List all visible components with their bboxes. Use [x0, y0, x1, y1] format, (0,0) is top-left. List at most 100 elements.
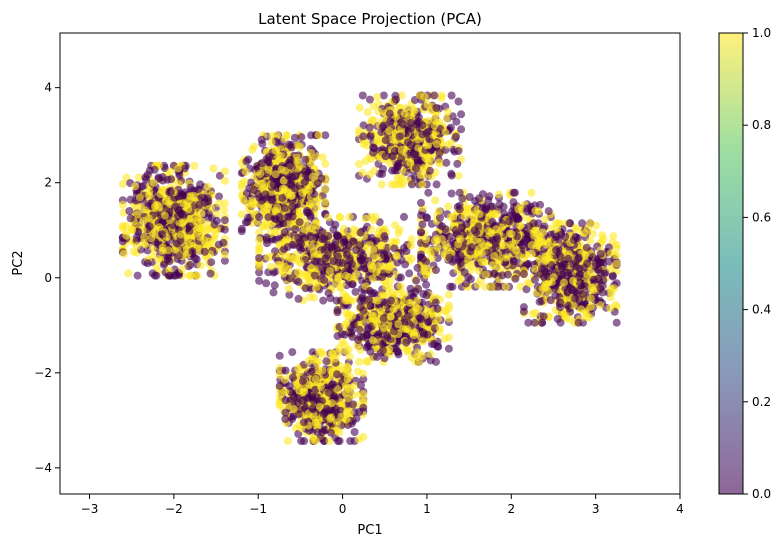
scatter-point — [276, 151, 285, 160]
scatter-point — [475, 210, 484, 219]
scatter-point — [255, 212, 264, 221]
scatter-point — [556, 318, 565, 327]
scatter-point — [280, 204, 289, 213]
scatter-point — [342, 408, 351, 417]
scatter-point — [529, 219, 538, 228]
scatter-point — [596, 301, 605, 310]
scatter-point — [281, 408, 290, 417]
scatter-point — [598, 288, 607, 297]
scatter-point — [301, 155, 310, 164]
scatter-point — [430, 339, 439, 348]
scatter-point — [264, 156, 273, 165]
scatter-point — [485, 192, 494, 201]
scatter-point — [455, 205, 464, 214]
scatter-point — [325, 437, 334, 445]
scatter-point — [220, 250, 229, 259]
scatter-point — [588, 253, 597, 262]
scatter-point — [456, 259, 465, 268]
scatter-point — [355, 103, 364, 112]
scatter-point — [332, 296, 341, 305]
scatter-point — [470, 226, 479, 235]
scatter-point — [519, 270, 528, 278]
scatter-point — [290, 133, 299, 142]
scatter-point — [467, 243, 476, 252]
scatter-point — [363, 108, 372, 116]
scatter-point — [255, 268, 264, 277]
scatter-point — [186, 192, 195, 201]
scatter-point — [276, 391, 284, 399]
scatter-point — [386, 117, 395, 126]
scatter-point — [440, 334, 449, 343]
scatter-point — [466, 261, 475, 270]
scatter-point — [398, 174, 407, 183]
scatter-point — [256, 169, 265, 178]
scatter-point — [357, 381, 365, 390]
scatter-point — [351, 287, 360, 296]
scatter-point — [536, 200, 545, 209]
scatter-point — [571, 232, 580, 241]
scatter-point — [495, 256, 503, 265]
scatter-point — [554, 235, 563, 244]
scatter-point — [244, 155, 253, 164]
scatter-point — [246, 178, 255, 187]
scatter-point — [356, 332, 364, 341]
scatter-point — [264, 165, 273, 174]
scatter-point — [155, 223, 164, 232]
scatter-point — [340, 321, 349, 329]
scatter-point — [190, 161, 199, 170]
scatter-point — [391, 344, 400, 353]
scatter-point — [206, 269, 215, 278]
scatter-point — [561, 232, 570, 241]
scatter-point — [418, 180, 427, 189]
scatter-point — [220, 256, 229, 265]
scatter-point — [435, 148, 444, 157]
scatter-point — [481, 270, 490, 279]
scatter-point — [433, 243, 442, 252]
scatter-point — [448, 282, 457, 291]
scatter-point — [379, 121, 388, 130]
scatter-point — [167, 175, 176, 184]
scatter-point — [280, 185, 289, 194]
scatter-point — [406, 141, 415, 149]
scatter-point — [531, 206, 540, 215]
scatter-point — [444, 290, 453, 299]
scatter-point — [281, 134, 289, 143]
scatter-point — [473, 280, 482, 289]
scatter-point — [237, 227, 246, 236]
scatter-point — [516, 282, 525, 291]
scatter-point — [372, 319, 381, 328]
scatter-point — [345, 352, 354, 361]
scatter-point — [309, 404, 317, 412]
scatter-point — [207, 258, 216, 267]
scatter-point — [412, 164, 420, 173]
scatter-point — [186, 214, 195, 223]
scatter-point — [447, 91, 456, 100]
scatter-point — [359, 132, 368, 141]
scatter-point — [564, 254, 573, 263]
scatter-point — [291, 225, 300, 234]
scatter-point — [416, 171, 425, 180]
scatter-point — [341, 389, 350, 398]
scatter-point — [362, 330, 371, 339]
scatter-point — [220, 216, 229, 225]
scatter-point — [312, 203, 321, 211]
scatter-point — [444, 202, 453, 211]
scatter-point — [514, 205, 523, 214]
scatter-point — [294, 410, 303, 419]
scatter-point — [458, 223, 466, 232]
scatter-point — [342, 309, 351, 317]
scatter-point — [312, 359, 321, 367]
scatter-point — [514, 214, 523, 223]
scatter-point — [493, 282, 502, 291]
scatter-point — [134, 173, 143, 182]
scatter-point — [391, 112, 400, 121]
scatter-point — [286, 161, 294, 170]
scatter-point — [532, 229, 541, 238]
scatter-point — [314, 131, 323, 140]
scatter-point — [542, 240, 551, 249]
scatter-point — [385, 127, 394, 135]
scatter-point — [452, 117, 461, 126]
scatter-point — [147, 234, 156, 243]
scatter-point — [418, 121, 427, 130]
scatter-point — [460, 212, 469, 221]
